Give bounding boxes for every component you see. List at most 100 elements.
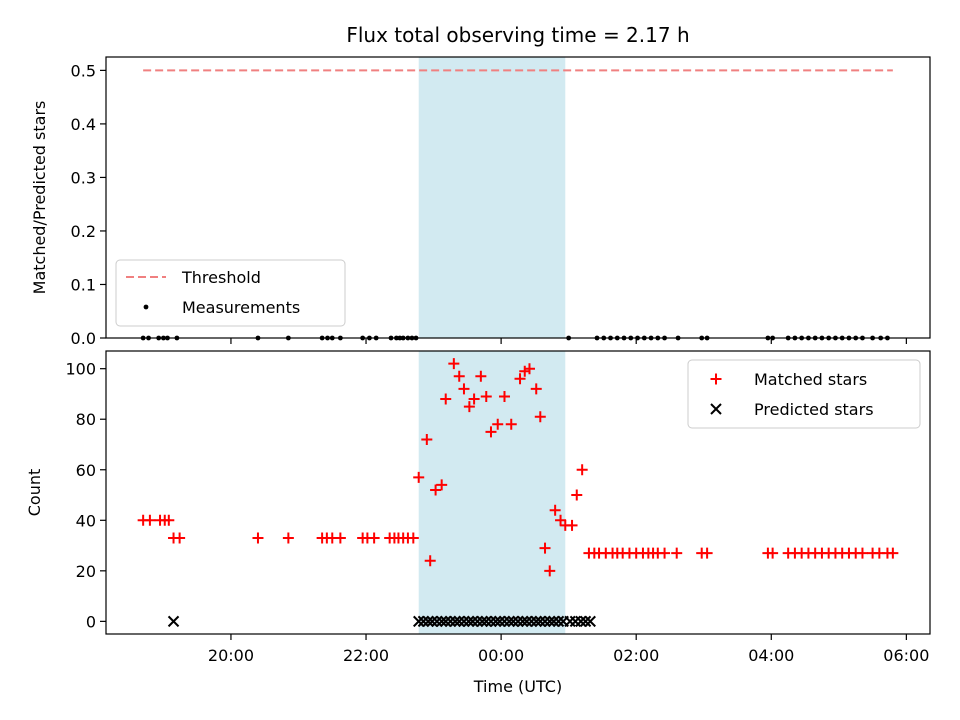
top-legend-box [115,259,346,327]
top-legend: Threshold Measurements [115,259,346,327]
predicted-star-marker [167,615,180,628]
top-panel-frame [105,56,931,339]
matched-star-marker [519,365,531,377]
top-shaded-span [418,57,566,338]
matched-star-marker [453,370,465,382]
top-y-axis-label: Matched/Predicted stars [30,101,49,295]
predicted-star-marker [426,615,438,628]
matched-star-marker [498,390,510,402]
matched-star-marker [413,471,425,483]
predicted-star-marker [503,615,515,628]
matched-star-marker [701,547,713,559]
matched-star-marker [174,532,186,544]
predicted-star-marker [575,615,587,628]
matched-star-marker [555,514,567,526]
matched-star-marker [424,555,436,567]
legend-measurements-label: Measurements [182,298,300,317]
matched-star-marker [430,484,442,496]
legend-measurements-swatch [143,304,149,310]
predicted-star-marker [444,615,457,628]
matched-star-marker [144,514,156,526]
bottom-y-tick-label: 100 [65,360,96,379]
matched-star-marker [458,383,470,395]
matched-star-marker [407,532,419,544]
matched-star-marker [659,547,671,559]
predicted-star-marker [569,615,582,628]
matched-star-marker [468,393,480,405]
matched-star-marker [448,358,460,370]
predicted-star-marker [521,615,533,628]
matched-star-marker [534,411,546,423]
predicted-star-marker [453,615,465,628]
top-y-tick-label: 0.3 [71,168,96,187]
bottom-y-axis-label: Count [25,469,44,517]
matched-star-marker [514,373,526,385]
matched-star-marker [523,363,535,375]
matched-star-marker [571,489,583,501]
matched-star-marker [421,433,433,445]
predicted-star-marker [417,615,430,628]
predicted-star-marker [525,615,538,628]
predicted-star-marker [579,615,592,628]
predicted-star-marker [494,615,506,628]
x-tick-label: 02:00 [613,646,659,665]
matched-star-marker [767,547,779,559]
predicted-star-marker [462,615,475,628]
predicted-star-marker [422,615,434,628]
matched-star-marker [252,532,264,544]
predicted-star-marker [458,615,470,628]
x-tick-label: 06:00 [883,646,929,665]
matched-star-marker [539,542,551,554]
matched-star-marker [282,532,294,544]
predicted-star-marker [498,615,511,628]
matched-star-marker [368,532,380,544]
top-y-tick-label: 0.4 [71,115,96,134]
matched-star-marker [856,547,868,559]
predicted-star-marker [449,615,461,628]
predicted-star-marker [413,615,425,628]
matched-star-marker [549,504,561,516]
bottom-y-tick-label: 60 [76,461,96,480]
matched-star-marker [671,547,683,559]
predicted-star-marker [440,615,452,628]
matched-star-marker [887,547,899,559]
x-tick-label: 00:00 [478,646,524,665]
predicted-star-marker [539,615,551,628]
predicted-star-marker [534,615,546,628]
bottom-legend: Matched stars Predicted stars [687,359,921,429]
top-y-tick-label: 0.5 [71,61,96,80]
predicted-star-marker [435,615,448,628]
top-y-tick-label: 0.1 [71,275,96,294]
predicted-star-marker [480,615,492,628]
bottom-panel-frame [105,350,931,635]
x-tick-label: 22:00 [343,646,389,665]
matched-star-marker [530,383,542,395]
bottom-panel: Count 0 20 40 60 80 100 20:00 22:00 00:00 02:00 04:… [25,350,931,665]
predicted-star-marker [512,615,524,628]
matched-star-marker [475,370,487,382]
predicted-star-marker [467,615,479,628]
legend-threshold-label: Threshold [181,268,261,287]
legend-matched-swatch [710,373,722,385]
matched-star-marker [463,401,475,413]
predicted-star-marker [544,615,556,628]
bottom-y-tick-label: 0 [86,612,96,631]
predicted-star-marker [530,615,542,628]
legend-predicted-swatch [710,403,722,415]
matched-star-marker [544,565,556,577]
x-tick-label: 04:00 [748,646,794,665]
top-y-tick-label: 0.0 [71,329,96,348]
x-axis-label: Time (UTC) [473,677,562,696]
predicted-star-marker [517,615,529,628]
predicted-star-marker [584,615,596,628]
predicted-star-marker [431,615,443,628]
predicted-star-marker [564,615,576,628]
matched-star-marker [485,426,497,438]
matched-star-marker [163,514,175,526]
top-panel: Matched/Predicted stars 0.0 0.1 0.2 0.3 0.4 0.… [30,56,931,348]
matched-star-marker [334,532,346,544]
matched-star-marker [576,464,588,476]
matched-star-marker [440,393,452,405]
predicted-star-marker [552,615,565,628]
legend-matched-label: Matched stars [754,370,867,389]
